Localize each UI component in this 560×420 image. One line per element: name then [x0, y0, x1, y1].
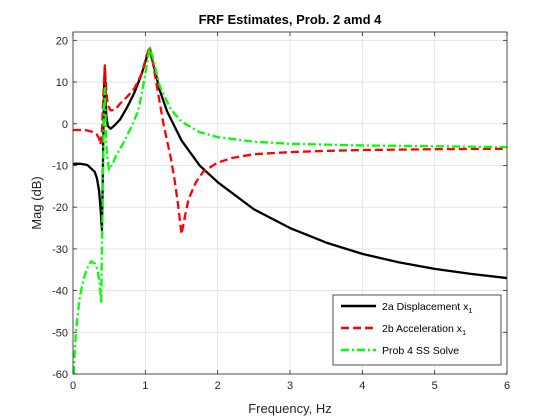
x-tick-label: 6 — [504, 380, 510, 392]
series-line-acceleration — [73, 45, 507, 236]
y-tick-label: 0 — [62, 119, 68, 131]
legend-entry-acceleration: 2b Acceleration x1 — [382, 323, 466, 337]
legend-label-ss-solve: Prob 4 SS Solve — [382, 345, 459, 357]
x-tick-label: 0 — [70, 380, 76, 392]
x-tick-label: 5 — [432, 380, 438, 392]
y-tick-label: -30 — [52, 244, 68, 256]
series-line-displacement — [73, 47, 507, 280]
x-tick-labels: 0 1 2 3 4 5 6 — [70, 380, 510, 392]
x-tick-label: 4 — [359, 380, 365, 392]
y-tick-label: -60 — [52, 369, 68, 381]
y-tick-label: -40 — [52, 286, 68, 298]
legend-entry-displacement: 2a Displacement x1 — [382, 301, 473, 315]
y-tick-label: -10 — [52, 160, 68, 172]
y-tick-label: -20 — [52, 202, 68, 214]
y-tick-label: 20 — [56, 35, 68, 47]
x-tick-label: 3 — [287, 380, 293, 392]
legend-label-displacement: 2a Displacement x — [382, 301, 469, 313]
legend-label-acceleration: 2b Acceleration x — [382, 323, 463, 335]
x-tick-label: 2 — [215, 380, 221, 392]
y-axis-label: Mag (dB) — [29, 176, 44, 229]
x-tick-label: 1 — [142, 380, 148, 392]
series-group — [73, 45, 507, 374]
y-tick-labels: -60 -50 -40 -30 -20 -10 0 10 20 — [52, 35, 68, 381]
y-tick-label: -50 — [52, 327, 68, 339]
x-axis-label: Frequency, Hz — [248, 401, 332, 416]
legend-subscript-acceleration: 1 — [462, 328, 466, 337]
chart-title: FRF Estimates, Prob. 2 amd 4 — [199, 12, 383, 27]
legend: 2a Displacement x1 2b Acceleration x1 Pr… — [332, 294, 502, 366]
legend-subscript-displacement: 1 — [468, 306, 472, 315]
series-line-ss-solve — [73, 45, 507, 374]
ticks — [72, 32, 508, 375]
y-tick-label: 10 — [56, 77, 68, 89]
